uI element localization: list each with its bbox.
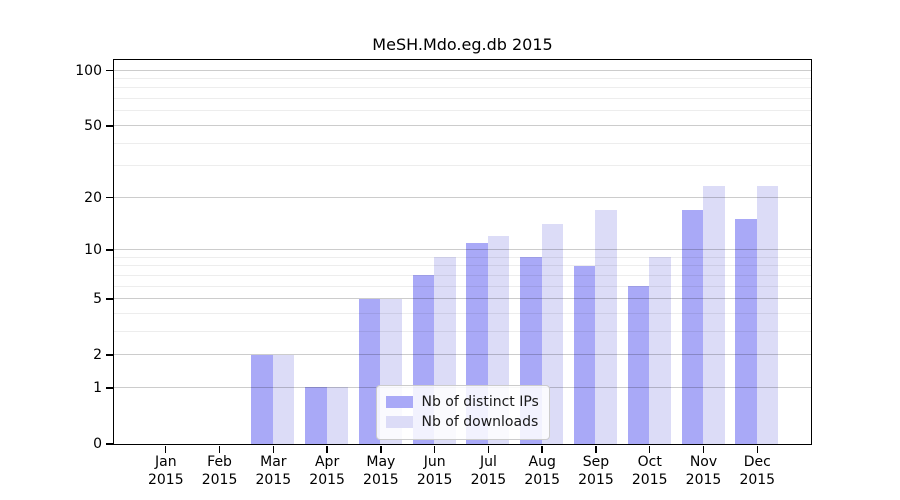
x-axis-tick-dec-2015 <box>756 445 758 453</box>
plot-area: Nb of distinct IPs Nb of downloads <box>112 58 812 445</box>
y-axis-tick-label-20: 20 <box>84 189 102 206</box>
bar-nb-of-downloads-dec-2015 <box>756 186 779 444</box>
x-axis-tick-label-oct-2015: Oct 2015 <box>631 454 668 488</box>
y-axis-tick-label-0: 0 <box>93 436 102 452</box>
y-axis-tick-label-5: 5 <box>93 291 102 308</box>
y-axis-tick-10 <box>106 249 113 251</box>
y-axis-tick-100 <box>106 69 113 72</box>
x-axis-tick-mar-2015 <box>272 445 275 453</box>
x-axis-tick-label-aug-2015: Aug 2015 <box>524 454 560 488</box>
x-axis-tick-feb-2015 <box>218 445 221 453</box>
legend-swatch-downloads <box>385 416 413 428</box>
x-axis-tick-label-jul-2015: Jul 2015 <box>470 454 507 488</box>
x-axis-tick-label-jan-2015: Jan 2015 <box>147 454 184 488</box>
bar-nb-of-distinct-ips-may-2015 <box>358 298 381 444</box>
bar-nb-of-downloads-nov-2015 <box>703 186 725 444</box>
bar-nb-of-downloads-sep-2015 <box>595 209 617 444</box>
x-axis-tick-label-may-2015: May 2015 <box>363 454 399 488</box>
x-axis-tick-sep-2015 <box>595 445 597 453</box>
bar-nb-of-distinct-ips-dec-2015 <box>735 219 757 444</box>
x-axis-tick-label-nov-2015: Nov 2015 <box>685 454 722 488</box>
bar-nb-of-distinct-ips-sep-2015 <box>573 265 596 444</box>
legend-label-distinct-ips: Nb of distinct IPs <box>421 393 539 410</box>
y-axis-tick-50 <box>106 125 113 127</box>
y-axis-tick-label-50: 50 <box>84 117 102 134</box>
y-axis-tick-5 <box>106 298 113 300</box>
bar-nb-of-downloads-apr-2015 <box>326 387 349 444</box>
x-axis-tick-jul-2015 <box>487 445 490 453</box>
bar-nb-of-distinct-ips-oct-2015 <box>627 286 650 444</box>
x-axis-tick-nov-2015 <box>702 445 705 453</box>
x-axis-tick-label-dec-2015: Dec 2015 <box>739 454 776 488</box>
x-axis-tick-apr-2015 <box>326 445 328 453</box>
bar-nb-of-distinct-ips-apr-2015 <box>305 387 327 444</box>
y-axis-tick-0 <box>106 443 113 445</box>
x-axis-tick-jun-2015 <box>433 445 436 453</box>
y-axis-tick-label-10: 10 <box>84 242 102 258</box>
bar-nb-of-distinct-ips-mar-2015 <box>251 354 273 444</box>
x-axis-tick-label-apr-2015: Apr 2015 <box>309 454 345 488</box>
x-axis-tick-aug-2015 <box>541 445 543 453</box>
y-axis-tick-label-100: 100 <box>75 62 102 79</box>
x-axis-tick-label-feb-2015: Feb 2015 <box>201 454 238 488</box>
legend-item-distinct-ips: Nb of distinct IPs <box>385 393 539 411</box>
x-axis-tick-oct-2015 <box>649 445 651 453</box>
bar-nb-of-distinct-ips-nov-2015 <box>681 209 703 444</box>
x-axis-tick-label-jun-2015: Jun 2015 <box>416 454 453 488</box>
x-axis-tick-label-sep-2015: Sep 2015 <box>578 454 614 488</box>
y-axis-tick-2 <box>106 354 113 356</box>
legend: Nb of distinct IPs Nb of downloads <box>375 384 550 440</box>
x-axis-tick-may-2015 <box>380 445 382 453</box>
legend-label-downloads: Nb of downloads <box>421 413 539 430</box>
y-axis-tick-20 <box>106 196 113 199</box>
x-axis-tick-jan-2015 <box>165 445 167 453</box>
legend-item-downloads: Nb of downloads <box>385 413 539 431</box>
legend-swatch-distinct-ips <box>385 396 413 408</box>
bar-nb-of-downloads-oct-2015 <box>649 257 671 444</box>
bar-nb-of-downloads-mar-2015 <box>272 354 295 444</box>
y-axis-tick-label-2: 2 <box>93 347 102 364</box>
y-axis-tick-1 <box>106 387 113 389</box>
y-axis-tick-label-1: 1 <box>93 379 102 396</box>
chart-title: MeSH.Mdo.eg.db 2015 <box>372 35 553 54</box>
x-axis-tick-label-mar-2015: Mar 2015 <box>255 454 292 488</box>
